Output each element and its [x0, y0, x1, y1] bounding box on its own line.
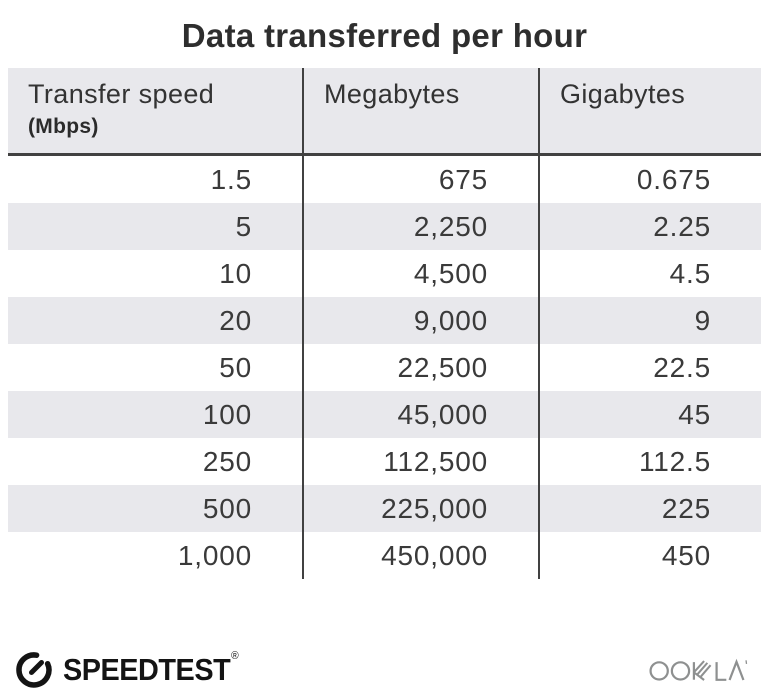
table-row: 100 45,000 45 — [8, 391, 761, 438]
table-row: 20 9,000 9 — [8, 297, 761, 344]
cell-gigabytes: 450 — [538, 532, 761, 579]
table-row: 1,000 450,000 450 — [8, 532, 761, 579]
speedtest-gauge-icon — [16, 652, 52, 688]
header-label: Megabytes — [324, 79, 460, 109]
cell-megabytes: 675 — [302, 156, 538, 203]
cell-transfer-speed: 1.5 — [210, 164, 252, 195]
header-label: Gigabytes — [560, 79, 686, 109]
table-row: 5 2,250 2.25 — [8, 203, 761, 250]
table-row: 500 225,000 225 — [8, 485, 761, 532]
cell-gigabytes: 112.5 — [538, 438, 761, 485]
cell-megabytes: 112,500 — [302, 438, 538, 485]
ookla-logo — [649, 658, 748, 681]
cell-gigabytes: 225 — [538, 485, 761, 532]
data-table: Transfer speed (Mbps) Megabytes Gigabyte… — [8, 68, 761, 579]
table-row: 250 112,500 112.5 — [8, 438, 761, 485]
header-unit-label: (Mbps) — [28, 115, 99, 138]
cell-gigabytes: 0.675 — [538, 156, 761, 203]
cell-transfer-speed: 5 — [235, 211, 252, 242]
cell-gigabytes: 9 — [538, 297, 761, 344]
page-title: Data transferred per hour — [181, 17, 588, 54]
cell-gigabytes: 45 — [538, 391, 761, 438]
header-cell-transfer-speed: Transfer speed (Mbps) — [8, 68, 302, 153]
cell-transfer-speed: 500 — [202, 493, 252, 524]
cell-megabytes: 9,000 — [302, 297, 538, 344]
cell-megabytes: 225,000 — [302, 485, 538, 532]
cell-transfer-speed: 20 — [219, 305, 252, 336]
speedtest-wordmark-text: SPEEDTEST — [63, 652, 231, 687]
cell-transfer-speed: 10 — [219, 258, 252, 289]
cell-gigabytes: 22.5 — [538, 344, 761, 391]
cell-transfer-speed: 50 — [219, 352, 252, 383]
header-cell-megabytes: Megabytes — [302, 68, 538, 153]
cell-gigabytes: 4.5 — [538, 250, 761, 297]
cell-megabytes: 450,000 — [302, 532, 538, 579]
cell-transfer-speed: 100 — [202, 399, 252, 430]
registered-trademark-symbol: ® — [231, 650, 239, 662]
cell-megabytes: 4,500 — [302, 250, 538, 297]
speedtest-wordmark: SPEEDTEST® — [63, 650, 239, 688]
cell-megabytes: 45,000 — [302, 391, 538, 438]
header-cell-gigabytes: Gigabytes — [538, 68, 761, 153]
table-row: 50 22,500 22.5 — [8, 344, 761, 391]
table-body: 1.5 675 0.675 5 2,250 2.25 10 4,500 4.5 — [8, 156, 761, 579]
cell-megabytes: 2,250 — [302, 203, 538, 250]
table-row: 10 4,500 4.5 — [8, 250, 761, 297]
table-header-row: Transfer speed (Mbps) Megabytes Gigabyte… — [8, 68, 761, 156]
table-row: 1.5 675 0.675 — [8, 156, 761, 203]
cell-transfer-speed: 250 — [202, 446, 252, 477]
cell-megabytes: 22,500 — [302, 344, 538, 391]
header-label: Transfer speed — [28, 79, 215, 109]
cell-transfer-speed: 1,000 — [177, 540, 252, 571]
cell-gigabytes: 2.25 — [538, 203, 761, 250]
speedtest-logo: SPEEDTEST® — [14, 650, 251, 690]
footer: SPEEDTEST® — [14, 647, 749, 693]
